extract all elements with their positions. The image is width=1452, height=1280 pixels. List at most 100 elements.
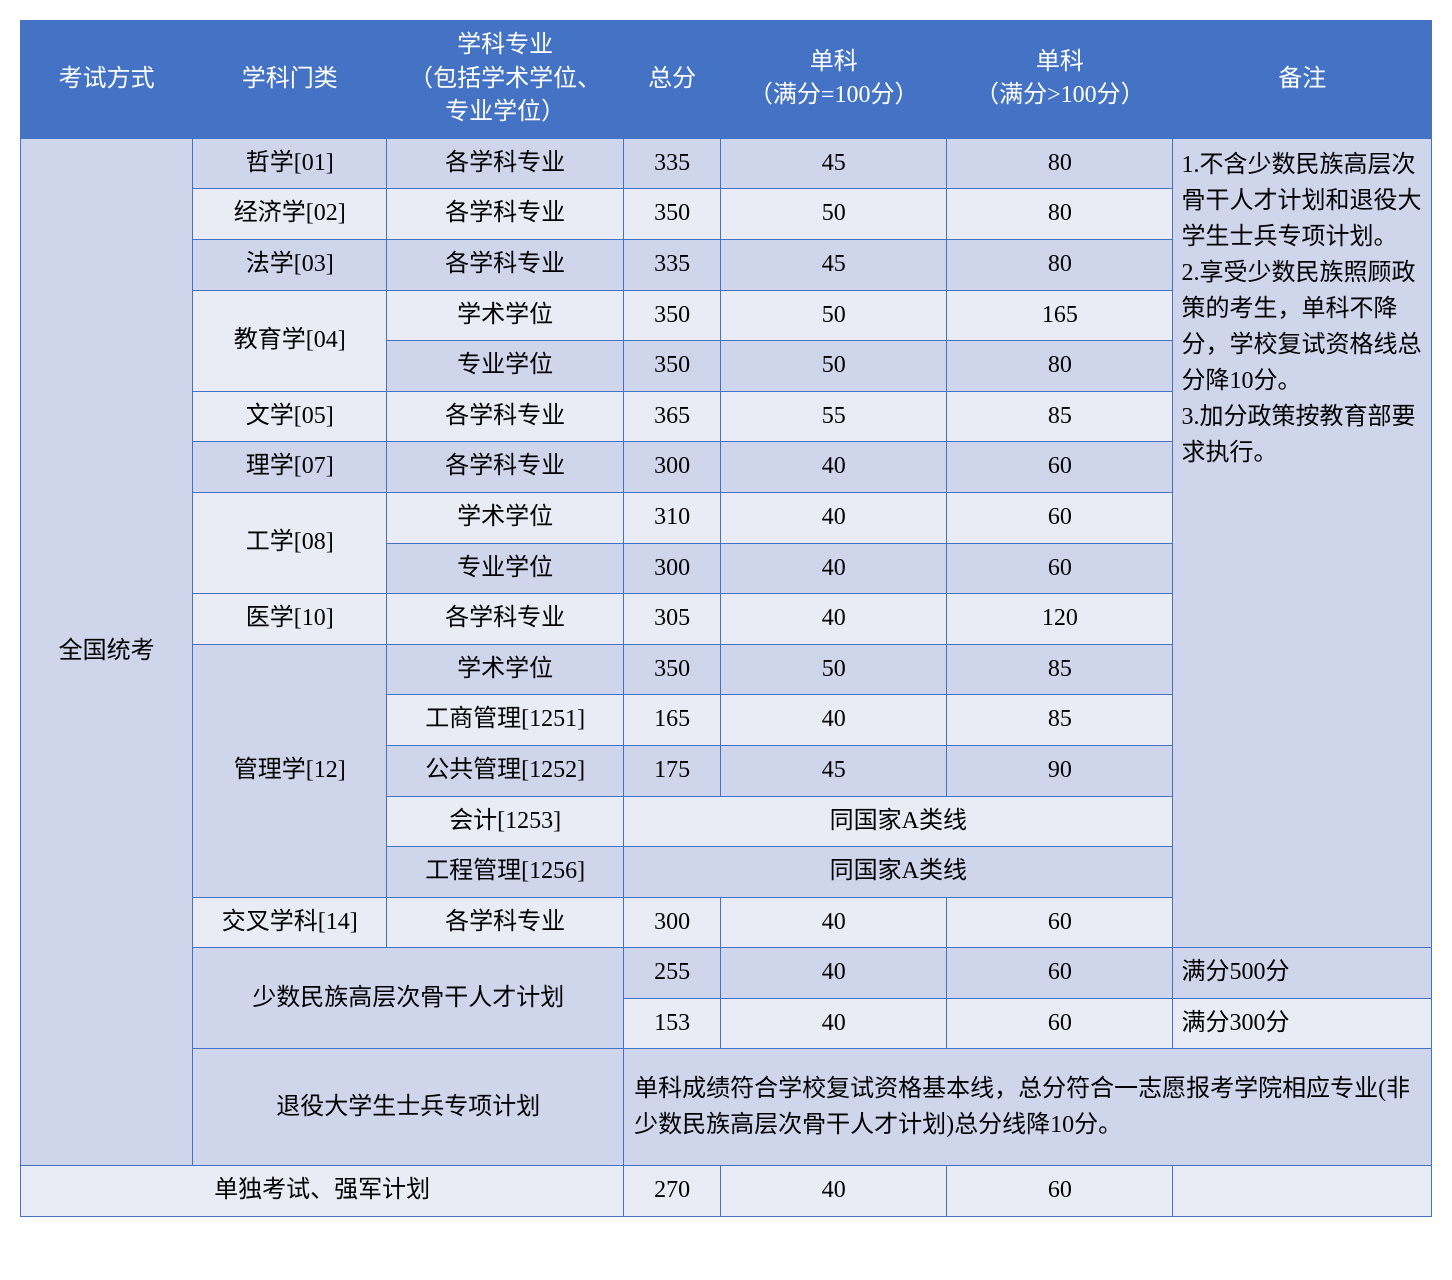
minority-plan-label: 少数民族高层次骨干人才计划	[193, 948, 624, 1049]
sub2-cell: 80	[947, 341, 1173, 392]
col-exam-type: 考试方式	[21, 21, 193, 139]
veteran-plan-label: 退役大学生士兵专项计划	[193, 1049, 624, 1166]
sub2-cell: 60	[947, 543, 1173, 594]
category-cell: 工学[08]	[193, 492, 387, 593]
major-cell: 专业学位	[387, 543, 624, 594]
table-row: 退役大学生士兵专项计划单科成绩符合学校复试资格基本线，总分符合一志愿报考学院相应…	[21, 1049, 1432, 1166]
category-cell: 管理学[12]	[193, 644, 387, 897]
col-sub2: 单科 （满分>100分）	[947, 21, 1173, 139]
sub2-cell: 60	[947, 1166, 1173, 1217]
sub1-cell: 55	[721, 391, 947, 442]
sub1-cell: 50	[721, 341, 947, 392]
remarks-cell: 1.不含少数民族高层次骨干人才计划和退役大学生士兵专项计划。 2.享受少数民族照…	[1173, 138, 1432, 948]
sub1-cell: 40	[721, 998, 947, 1049]
sub1-cell: 40	[721, 695, 947, 746]
major-cell: 各学科专业	[387, 239, 624, 290]
sub1-cell: 40	[721, 1166, 947, 1217]
category-cell: 医学[10]	[193, 594, 387, 645]
major-cell: 各学科专业	[387, 594, 624, 645]
merged-score-cell: 同国家A类线	[624, 796, 1173, 847]
total-cell: 310	[624, 492, 721, 543]
table-body: 全国统考哲学[01]各学科专业33545801.不含少数民族高层次骨干人才计划和…	[21, 138, 1432, 1216]
total-cell: 270	[624, 1166, 721, 1217]
category-cell: 经济学[02]	[193, 189, 387, 240]
major-cell: 各学科专业	[387, 391, 624, 442]
sub1-cell: 45	[721, 745, 947, 796]
total-cell: 350	[624, 189, 721, 240]
total-cell: 255	[624, 948, 721, 999]
sub2-cell: 90	[947, 745, 1173, 796]
sub2-cell: 165	[947, 290, 1173, 341]
major-cell: 学术学位	[387, 644, 624, 695]
sub2-cell: 120	[947, 594, 1173, 645]
sub1-cell: 40	[721, 543, 947, 594]
category-cell: 法学[03]	[193, 239, 387, 290]
category-cell: 交叉学科[14]	[193, 897, 387, 948]
total-cell: 300	[624, 442, 721, 493]
total-cell: 175	[624, 745, 721, 796]
sub2-cell: 60	[947, 948, 1173, 999]
total-cell: 300	[624, 897, 721, 948]
sub2-cell: 85	[947, 695, 1173, 746]
sub1-cell: 45	[721, 138, 947, 189]
exam-type-cell: 全国统考	[21, 138, 193, 1166]
total-cell: 305	[624, 594, 721, 645]
table-header: 考试方式 学科门类 学科专业 （包括学术学位、 专业学位） 总分 单科 （满分=…	[21, 21, 1432, 139]
col-remark: 备注	[1173, 21, 1432, 139]
col-category: 学科门类	[193, 21, 387, 139]
major-cell: 工商管理[1251]	[387, 695, 624, 746]
category-cell: 哲学[01]	[193, 138, 387, 189]
sub2-cell: 60	[947, 897, 1173, 948]
sub2-cell: 60	[947, 442, 1173, 493]
sub1-cell: 50	[721, 644, 947, 695]
col-total: 总分	[624, 21, 721, 139]
major-cell: 各学科专业	[387, 897, 624, 948]
table-row: 单独考试、强军计划2704060	[21, 1166, 1432, 1217]
sub1-cell: 45	[721, 239, 947, 290]
sub2-cell: 80	[947, 189, 1173, 240]
sub1-cell: 40	[721, 897, 947, 948]
major-cell: 学术学位	[387, 290, 624, 341]
category-cell: 教育学[04]	[193, 290, 387, 391]
major-cell: 各学科专业	[387, 442, 624, 493]
total-cell: 365	[624, 391, 721, 442]
total-cell: 165	[624, 695, 721, 746]
total-cell: 350	[624, 341, 721, 392]
major-cell: 公共管理[1252]	[387, 745, 624, 796]
major-cell: 学术学位	[387, 492, 624, 543]
sub1-cell: 40	[721, 948, 947, 999]
sub2-cell: 60	[947, 998, 1173, 1049]
sub1-cell: 40	[721, 492, 947, 543]
veteran-plan-text: 单科成绩符合学校复试资格基本线，总分符合一志愿报考学院相应专业(非少数民族高层次…	[624, 1049, 1432, 1166]
major-cell: 专业学位	[387, 341, 624, 392]
sub2-cell: 60	[947, 492, 1173, 543]
total-cell: 335	[624, 239, 721, 290]
solo-exam-label: 单独考试、强军计划	[21, 1166, 624, 1217]
category-cell: 理学[07]	[193, 442, 387, 493]
col-major: 学科专业 （包括学术学位、 专业学位）	[387, 21, 624, 139]
table-row: 少数民族高层次骨干人才计划2554060满分500分	[21, 948, 1432, 999]
sub1-cell: 40	[721, 594, 947, 645]
merged-score-cell: 同国家A类线	[624, 847, 1173, 898]
total-cell: 153	[624, 998, 721, 1049]
total-cell: 350	[624, 290, 721, 341]
sub2-cell: 80	[947, 138, 1173, 189]
sub2-cell: 80	[947, 239, 1173, 290]
category-cell: 文学[05]	[193, 391, 387, 442]
total-cell: 350	[624, 644, 721, 695]
row-note-cell	[1173, 1166, 1432, 1217]
total-cell: 335	[624, 138, 721, 189]
total-cell: 300	[624, 543, 721, 594]
table-row: 全国统考哲学[01]各学科专业33545801.不含少数民族高层次骨干人才计划和…	[21, 138, 1432, 189]
sub1-cell: 50	[721, 290, 947, 341]
major-cell: 各学科专业	[387, 189, 624, 240]
col-sub1: 单科 （满分=100分）	[721, 21, 947, 139]
sub2-cell: 85	[947, 644, 1173, 695]
major-cell: 会计[1253]	[387, 796, 624, 847]
sub1-cell: 40	[721, 442, 947, 493]
sub2-cell: 85	[947, 391, 1173, 442]
score-table: 考试方式 学科门类 学科专业 （包括学术学位、 专业学位） 总分 单科 （满分=…	[20, 20, 1432, 1217]
major-cell: 工程管理[1256]	[387, 847, 624, 898]
major-cell: 各学科专业	[387, 138, 624, 189]
row-note-cell: 满分300分	[1173, 998, 1432, 1049]
